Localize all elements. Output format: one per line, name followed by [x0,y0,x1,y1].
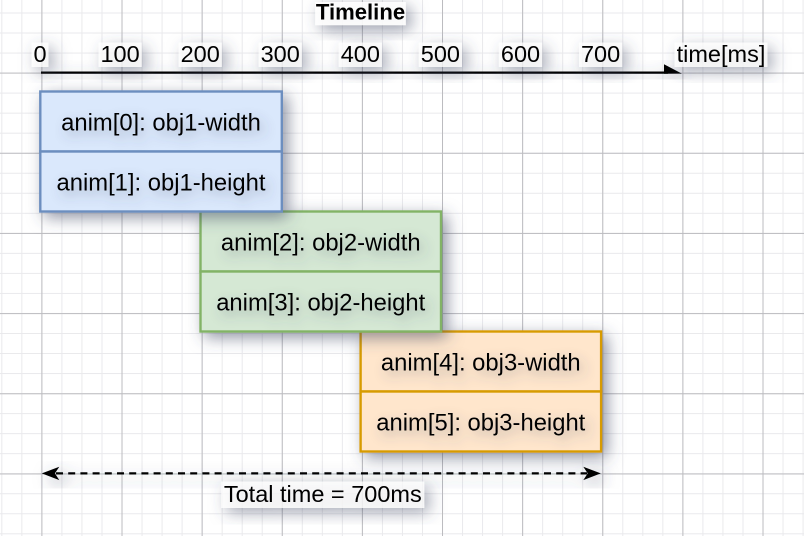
svg-text:300: 300 [261,41,300,67]
svg-text:500: 500 [421,41,460,67]
svg-text:time[ms]: time[ms] [677,41,766,67]
svg-text:100: 100 [100,41,139,67]
svg-text:anim[2]: obj2-width: anim[2]: obj2-width [221,230,421,257]
svg-text:400: 400 [341,41,380,67]
svg-text:anim[4]: obj3-width: anim[4]: obj3-width [381,350,581,377]
svg-text:Timeline: Timeline [316,0,405,25]
svg-text:600: 600 [501,41,540,67]
svg-text:Total time = 700ms: Total time = 700ms [224,481,422,507]
svg-text:anim[1]: obj1-height: anim[1]: obj1-height [56,170,265,197]
svg-text:700: 700 [581,41,620,67]
svg-text:anim[0]: obj1-width: anim[0]: obj1-width [61,110,261,137]
svg-text:anim[3]: obj2-height: anim[3]: obj2-height [216,290,425,317]
svg-text:anim[5]: obj3-height: anim[5]: obj3-height [376,410,585,437]
svg-text:200: 200 [181,41,220,67]
svg-text:0: 0 [33,41,46,67]
